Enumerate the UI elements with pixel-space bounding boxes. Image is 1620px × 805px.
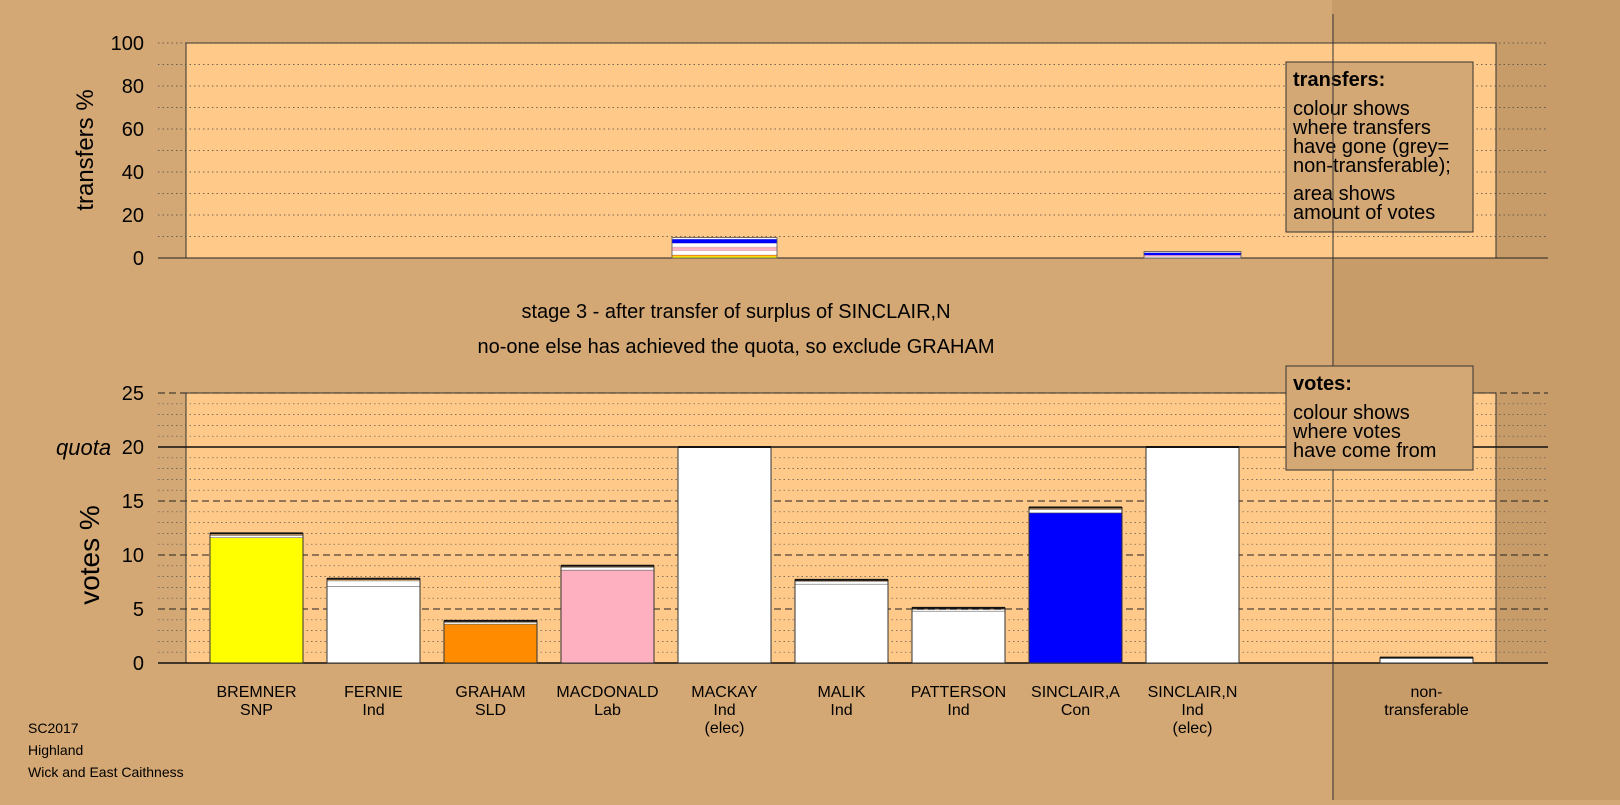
transfer-bar-outline (671, 237, 778, 259)
category-label-party: Ind (1181, 702, 1203, 719)
votes-legend-line: where votes (1292, 421, 1401, 443)
vote-segment-sinclaira (1028, 512, 1123, 664)
transfer-segment-graham (672, 247, 777, 251)
transfers-legend-line: area shows (1293, 183, 1395, 205)
category-label-name: BREMNER (216, 684, 296, 701)
transfer-segment-graham (672, 254, 777, 257)
votes-legend-line: colour shows (1293, 402, 1410, 424)
category-label-name: SINCLAIR,A (1031, 684, 1120, 701)
vote-segment-patterson (911, 609, 1006, 612)
transfer-segment-graham (672, 256, 777, 258)
footer-council: Highland (28, 742, 83, 758)
vote-segment-bremner (209, 537, 304, 664)
category-label-name: GRAHAM (455, 684, 525, 701)
category-label-party: Lab (594, 702, 621, 719)
votes-legend-line: have come from (1293, 440, 1436, 462)
vote-segment-bremner (209, 535, 304, 538)
category-label-status: (elec) (704, 720, 744, 737)
quota-label: quota (56, 435, 111, 460)
transfer-segment-sinclairn (1144, 255, 1241, 257)
vote-segment-sinclaira (1028, 509, 1123, 514)
nontransferable-label: non- (1410, 684, 1442, 701)
vote-segment-fernie (326, 580, 421, 587)
vote-segment-malik (794, 583, 889, 664)
transfer-bar-outline (1143, 251, 1242, 259)
category-label-party: Con (1061, 702, 1090, 719)
nontransferable-label: transferable (1384, 702, 1469, 719)
transfers-tick-label: 60 (122, 119, 144, 141)
votes-tick-label: 25 (122, 383, 144, 405)
transfers-legend-line: colour shows (1293, 98, 1410, 120)
category-label-party: Ind (713, 702, 735, 719)
transfer-segment-sinclairn (1144, 252, 1241, 256)
votes-tick-label: 20 (122, 437, 144, 459)
transfer-segment-graham (672, 239, 777, 244)
vote-segment-patterson (911, 610, 1006, 664)
transfers-tick-label: 100 (111, 33, 144, 55)
transfers-legend-line: have gone (grey= (1293, 136, 1449, 158)
category-label-name: FERNIE (344, 684, 403, 701)
transfers-plot-area (185, 42, 1497, 259)
category-label-party: SLD (475, 702, 506, 719)
category-label-party: Ind (947, 702, 969, 719)
transfers-axis-label: transfers % (72, 89, 99, 210)
category-label-party: Ind (830, 702, 852, 719)
footer-ward: Wick and East Caithness (28, 764, 184, 780)
category-label-party: SNP (240, 702, 273, 719)
votes-legend-box (1285, 365, 1474, 471)
stage-decision: no-one else has achieved the quota, so e… (478, 336, 995, 358)
transfer-segment-graham (671, 250, 778, 256)
category-label-name: MALIK (817, 684, 865, 701)
vote-segment-mackay (677, 446, 772, 664)
category-label-status: (elec) (1172, 720, 1212, 737)
votes-legend-title: votes: (1293, 373, 1352, 395)
votes-tick-label: 10 (122, 545, 144, 567)
category-label-party: Ind (362, 702, 384, 719)
vote-segment-macdonald (560, 569, 655, 664)
category-label-name: SINCLAIR,N (1148, 684, 1238, 701)
stage-title: stage 3 - after transfer of surplus of S… (521, 301, 950, 323)
vote-segment-malik (794, 581, 889, 585)
transfers-legend-line: where transfers (1292, 117, 1431, 139)
vote-segment-macdonald (560, 567, 655, 571)
transfers-tick-label: 20 (122, 205, 144, 227)
vote-segment-fernie (326, 586, 421, 664)
transfer-segment-graham (671, 243, 778, 248)
votes-axis-label: votes % (74, 505, 105, 605)
transfers-legend-title: transfers: (1293, 69, 1385, 91)
category-label-name: PATTERSON (911, 684, 1006, 701)
transfers-tick-label: 40 (122, 162, 144, 184)
transfers-tick-label: 80 (122, 76, 144, 98)
votes-tick-label: 15 (122, 491, 144, 513)
category-label-name: MACDONALD (556, 684, 658, 701)
vote-segment-sinclairn (1145, 446, 1240, 664)
votes-tick-label: 0 (133, 653, 144, 675)
transfers-tick-label: 0 (133, 248, 144, 270)
transfers-legend-line: amount of votes (1293, 202, 1435, 224)
category-label-name: MACKAY (691, 684, 758, 701)
footer-election: SC2017 (28, 720, 79, 736)
vote-segment-graham (443, 622, 538, 625)
vote-segment-graham (443, 623, 538, 664)
transfers-legend-box (1285, 61, 1474, 233)
transfers-legend-line: non-transferable); (1293, 155, 1451, 177)
votes-tick-label: 5 (133, 599, 144, 621)
